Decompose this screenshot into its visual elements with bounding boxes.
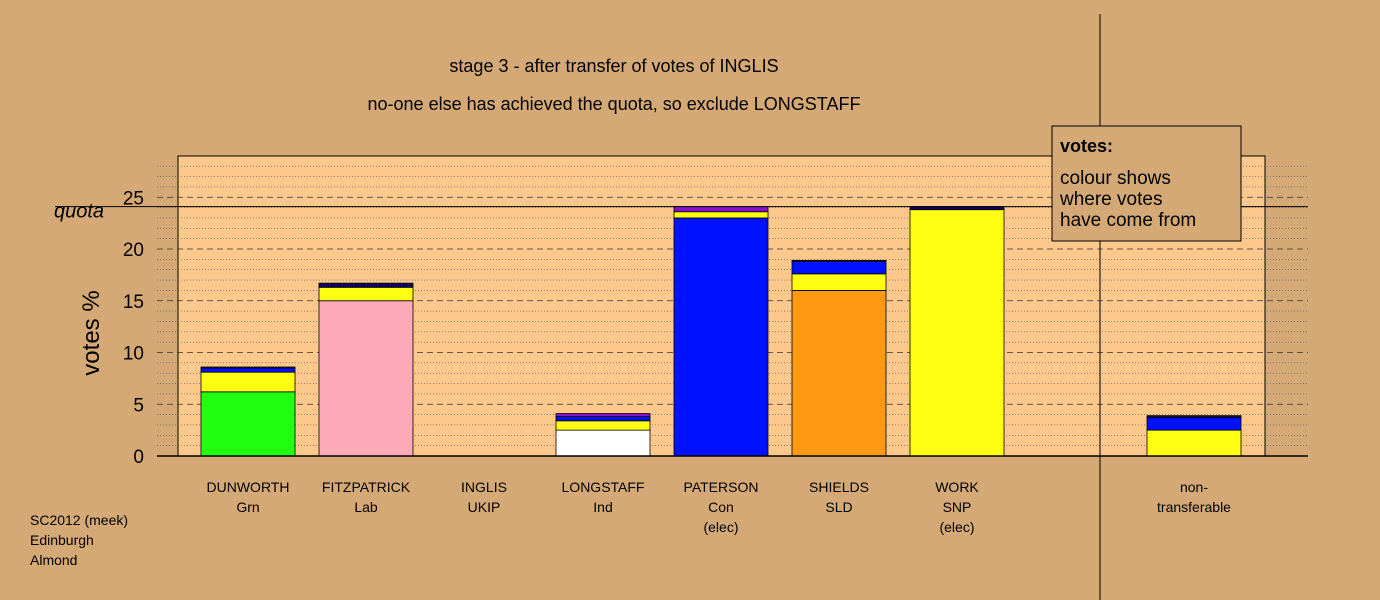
x-category-label: Grn (236, 499, 259, 515)
x-category-label: Ind (593, 499, 612, 515)
bar-segment (791, 259, 887, 262)
x-axis-labels: DUNWORTH Grn FITZPATRICK Lab INGLIS UKIP LONGS… (207, 479, 1232, 535)
y-axis-ticks: 0 5 10 15 20 25 (123, 188, 144, 468)
bar-segment (673, 217, 769, 457)
legend-line-3: have come from (1060, 210, 1196, 231)
legend-title: votes: (1060, 136, 1113, 156)
x-category-label: SLD (825, 499, 852, 515)
bar-segment (200, 366, 296, 369)
bar-segment (673, 206, 769, 213)
x-category-label: SNP (943, 499, 972, 515)
y-tick-label: 15 (123, 292, 144, 313)
bar-segment (200, 391, 296, 457)
x-category-label: transferable (1157, 499, 1231, 515)
footnote-line-1: SC2012 (meek) (30, 512, 129, 528)
bar-segment (318, 300, 414, 457)
bar-segment (555, 429, 651, 457)
bar-segment (1146, 429, 1242, 457)
bar-segment (791, 273, 887, 291)
bar-segment (791, 261, 887, 275)
footnote-line-2: Edinburgh (30, 532, 94, 548)
bar-segment (555, 416, 651, 422)
x-category-label: (elec) (939, 519, 974, 535)
x-category-label: WORK (935, 479, 979, 495)
x-category-label: Con (708, 499, 734, 515)
bar-segment (909, 209, 1005, 457)
y-tick-label: 25 (123, 188, 144, 209)
x-category-label: Lab (354, 499, 378, 515)
x-category-label: PATERSON (684, 479, 759, 495)
legend-frame (1051, 125, 1242, 242)
x-category-label: INGLIS (461, 479, 507, 495)
legend-box: votes: colour shows where votes have com… (1051, 125, 1242, 242)
x-category-label: DUNWORTH (207, 479, 290, 495)
footnote: SC2012 (meek) Edinburgh Almond (30, 510, 128, 570)
bar-segment (555, 413, 651, 418)
legend-line-2: where votes (1059, 189, 1162, 210)
y-tick-label: 5 (133, 395, 144, 416)
x-category-label: UKIP (468, 499, 501, 515)
chart-title: stage 3 - after transfer of votes of ING… (449, 56, 778, 76)
bar-segment (673, 211, 769, 219)
bar-segment (555, 420, 651, 431)
x-category-label: (elec) (703, 519, 738, 535)
y-axis-label: votes % (78, 290, 105, 375)
quota-label: quota (54, 201, 104, 223)
y-tick-label: 20 (123, 240, 144, 261)
x-category-label: LONGSTAFF (562, 479, 645, 495)
y-tick-label: 10 (123, 344, 144, 365)
chart-subtitle: no-one else has achieved the quota, so e… (368, 94, 861, 114)
bar-segment (200, 371, 296, 393)
footnote-line-3: Almond (30, 552, 78, 568)
legend-line-1: colour shows (1060, 168, 1171, 189)
bar-segment (1146, 415, 1242, 419)
x-category-label: FITZPATRICK (322, 479, 411, 495)
x-category-label: non- (1180, 479, 1208, 495)
bars-group (200, 206, 1242, 457)
x-category-label: SHIELDS (809, 479, 869, 495)
bar-segment (791, 289, 887, 457)
bar-segment (200, 367, 296, 373)
y-tick-label: 0 (133, 447, 144, 468)
bar-segment (318, 282, 414, 288)
bar-segment (1146, 417, 1242, 431)
bar-segment (318, 286, 414, 302)
